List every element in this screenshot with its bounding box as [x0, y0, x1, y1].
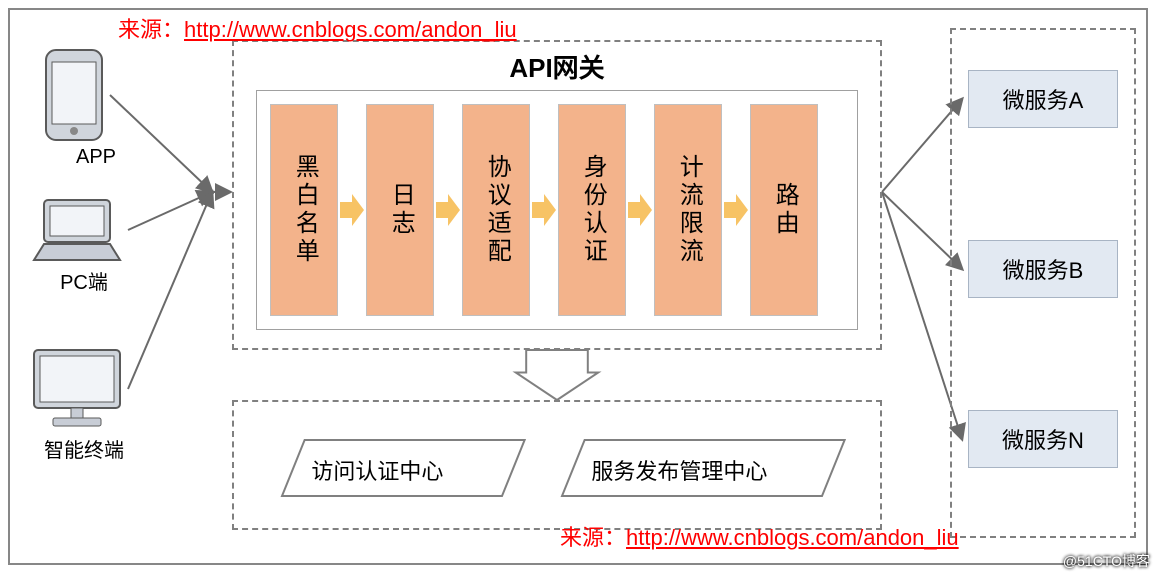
watermark-0: 来源：http://www.cnblogs.com/andon_liu [118, 12, 517, 44]
down-arrow-group [516, 350, 599, 400]
gateway-down-arrow [516, 350, 599, 400]
step-5: 路由 [750, 104, 818, 316]
client-arrows-group [110, 95, 230, 389]
step-4: 计流限流 [654, 104, 722, 316]
diagram-stage: APP PC端智能终端 API网关 黑白名单 日志 协议适配 身份认证 计流限流 路由 访问… [0, 0, 1156, 573]
api-gateway-title: API网关 [232, 48, 882, 85]
service-1-label: 微服务B [1003, 253, 1084, 285]
client-icons-group [34, 50, 120, 426]
watermark-1: 来源：http://www.cnblogs.com/andon_liu [560, 520, 959, 552]
client-pc-label: PC端 [34, 266, 134, 295]
step-2: 协议适配 [462, 104, 530, 316]
step-0: 黑白名单 [270, 104, 338, 316]
service-2: 微服务N [968, 410, 1118, 468]
service-2-label: 微服务N [1002, 423, 1084, 455]
watermark-1-url: http://www.cnblogs.com/andon_liu [626, 525, 959, 550]
client-app-label: APP [46, 146, 146, 169]
step-1: 日志 [366, 104, 434, 316]
client-pc: PC端 [34, 262, 134, 295]
client-smart: 智能终端 [34, 430, 134, 463]
service-0-label: 微服务A [1003, 83, 1084, 115]
service-1: 微服务B [968, 240, 1118, 298]
step-1-label: 日志 [387, 182, 413, 238]
support-label-0: 访问认证中心 [311, 454, 443, 486]
watermark-1-prefix: 来源： [560, 525, 626, 550]
step-2-label: 协议适配 [483, 154, 509, 266]
client-smart-label: 智能终端 [34, 434, 134, 463]
step-5-label: 路由 [771, 182, 797, 238]
step-0-label: 黑白名单 [291, 154, 317, 266]
footer-credit: @51CTO博客 [1063, 551, 1150, 571]
step-3-label: 身份认证 [579, 154, 605, 266]
service-0: 微服务A [968, 70, 1118, 128]
watermark-0-prefix: 来源： [118, 17, 184, 42]
support-label-1: 服务发布管理中心 [591, 454, 767, 486]
step-4-label: 计流限流 [675, 154, 701, 266]
client-app: APP [46, 142, 146, 169]
step-3: 身份认证 [558, 104, 626, 316]
watermark-0-url: http://www.cnblogs.com/andon_liu [184, 17, 517, 42]
